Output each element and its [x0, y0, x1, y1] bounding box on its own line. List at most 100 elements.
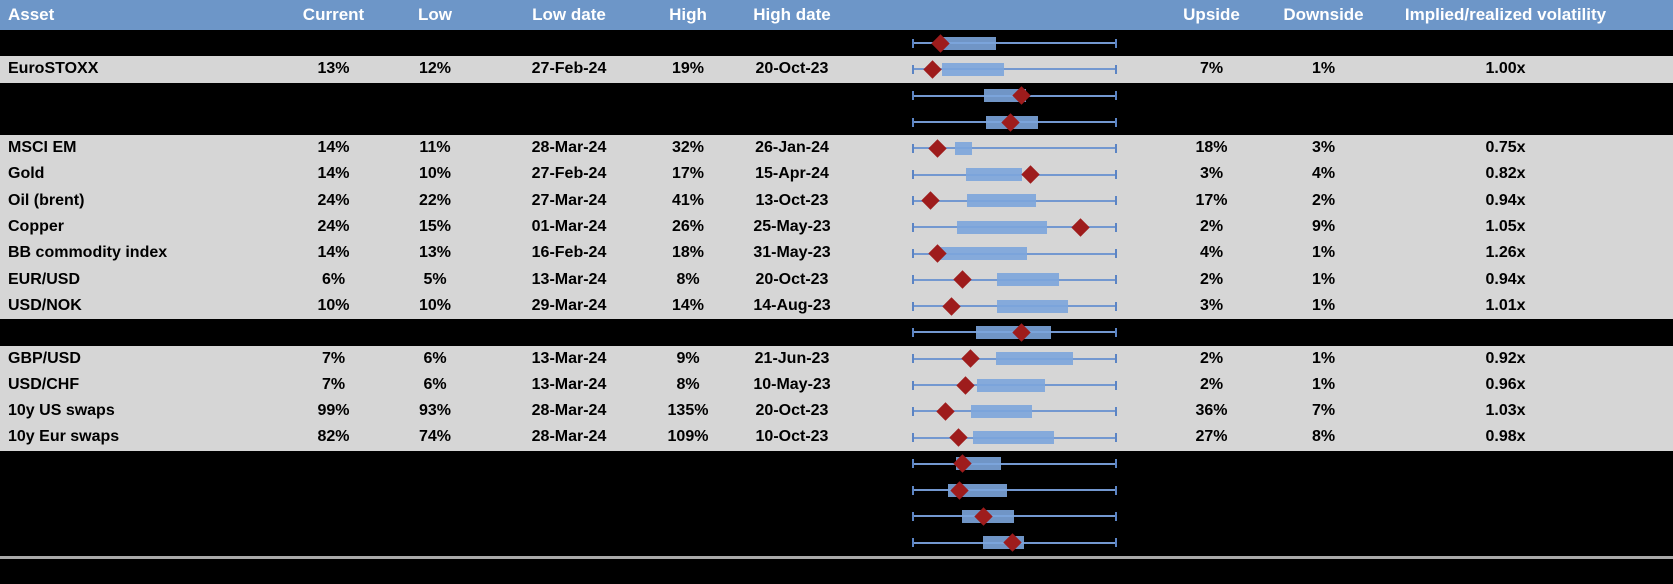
downside-value — [1273, 451, 1388, 477]
high-value: 8% — [676, 375, 700, 393]
high-value: 17% — [671, 165, 705, 183]
low-date-value — [485, 109, 653, 135]
boxplot-current-marker — [961, 349, 980, 368]
header-cell-downside: Downside — [1283, 5, 1364, 24]
implied-realized-value: 1.05x — [1485, 218, 1526, 236]
low-date-value — [485, 477, 653, 503]
downside-value: 1% — [1311, 244, 1336, 262]
range-boxplot — [861, 451, 1125, 477]
range-boxplot — [861, 161, 1125, 187]
range-boxplot — [861, 30, 1125, 56]
asset-name — [0, 503, 282, 529]
spacer-row — [0, 319, 1673, 346]
low-date-value — [485, 503, 653, 529]
low-date-value: 28-Mar-24 — [531, 428, 607, 446]
downside-value: 2% — [1311, 191, 1336, 209]
spacer-row — [0, 108, 1673, 136]
implied-realized-value: 1.00x — [1485, 60, 1526, 78]
table-row: EuroSTOXX 13% 12% 27-Feb-24 19% 20-Oct-2… — [0, 56, 1673, 83]
low-date-value — [485, 451, 653, 477]
current-value — [282, 477, 385, 503]
high-value: 26% — [671, 218, 705, 236]
low-value: 5% — [423, 270, 447, 288]
low-value: 10% — [418, 296, 452, 314]
boxplot-left-cap — [912, 64, 914, 74]
boxplot-left-cap — [912, 433, 914, 443]
high-value — [653, 83, 723, 109]
boxplot-right-cap — [1115, 511, 1117, 521]
downside-value — [1273, 503, 1388, 529]
high-date-value: 14-Aug-23 — [753, 296, 831, 314]
header-cell-boxplot — [861, 0, 1125, 30]
high-date-value: 20-Oct-23 — [755, 402, 829, 420]
table-header: Asset Current Low Low date High High dat… — [0, 0, 1673, 30]
downside-value: 8% — [1311, 428, 1336, 446]
downside-value — [1273, 530, 1388, 556]
upside-value: 27% — [1195, 428, 1228, 446]
upside-value — [1125, 319, 1273, 345]
boxplot-right-cap — [1115, 170, 1117, 180]
header-cell-implied-realized-volatility: Implied/realized volatility — [1404, 5, 1607, 24]
high-date-value: 25-May-23 — [753, 218, 831, 236]
high-date-value — [723, 477, 861, 503]
range-boxplot — [861, 267, 1125, 293]
high-date-value: 13-Oct-23 — [755, 191, 829, 209]
table-row: EUR/USD 6% 5% 13-Mar-24 8% 20-Oct-23 2% … — [0, 266, 1673, 293]
low-value — [385, 30, 485, 56]
low-value: 93% — [418, 402, 452, 420]
downside-value: 3% — [1311, 139, 1336, 157]
implied-realized-value: 0.92x — [1485, 349, 1526, 367]
high-value — [653, 451, 723, 477]
boxplot-left-cap — [912, 196, 914, 206]
low-date-value: 27-Feb-24 — [531, 60, 607, 78]
boxplot-whisker-line — [913, 68, 1116, 71]
range-boxplot — [861, 83, 1125, 109]
boxplot-right-cap — [1115, 538, 1117, 548]
range-boxplot — [861, 56, 1125, 82]
downside-value: 4% — [1311, 165, 1336, 183]
downside-value: 1% — [1311, 270, 1336, 288]
boxplot-right-cap — [1115, 327, 1117, 337]
high-value: 135% — [667, 402, 709, 420]
implied-realized-value: 1.26x — [1485, 244, 1526, 262]
asset-name: Copper — [8, 218, 64, 236]
range-boxplot — [861, 398, 1125, 424]
boxplot-box — [976, 378, 1045, 392]
low-date-value: 28-Mar-24 — [531, 139, 607, 157]
boxplot-left-cap — [912, 301, 914, 311]
low-value — [385, 530, 485, 556]
boxplot-right-cap — [1115, 196, 1117, 206]
low-date-value — [485, 30, 653, 56]
current-value — [282, 30, 385, 56]
low-date-value: 01-Mar-24 — [531, 218, 607, 236]
asset-name — [0, 30, 282, 56]
implied-realized-value: 0.96x — [1485, 375, 1526, 393]
asset-name — [0, 451, 282, 477]
boxplot-right-cap — [1115, 301, 1117, 311]
header-cell-low: Low — [418, 5, 452, 24]
high-value: 18% — [671, 244, 705, 262]
asset-name: Gold — [8, 165, 45, 183]
boxplot-box — [997, 299, 1069, 313]
boxplot-left-cap — [912, 249, 914, 259]
downside-value — [1273, 319, 1388, 345]
boxplot-current-marker — [928, 139, 947, 158]
asset-name: BB commodity index — [8, 244, 168, 262]
spacer-row — [0, 30, 1673, 57]
upside-value — [1125, 83, 1273, 109]
high-value — [653, 503, 723, 529]
range-boxplot — [861, 424, 1125, 450]
implied-realized-value — [1388, 30, 1673, 56]
implied-realized-value: 0.94x — [1485, 270, 1526, 288]
implied-realized-value — [1388, 503, 1673, 529]
table-row: USD/NOK 10% 10% 29-Mar-24 14% 14-Aug-23 … — [0, 292, 1673, 320]
header-cell-high-date: High date — [753, 5, 831, 24]
downside-value — [1273, 83, 1388, 109]
boxplot-left-cap — [912, 275, 914, 285]
current-value: 7% — [321, 375, 346, 393]
spacer-row — [0, 82, 1673, 109]
current-value — [282, 109, 385, 135]
upside-value: 3% — [1199, 296, 1224, 314]
boxplot-box — [967, 194, 1036, 208]
range-boxplot — [861, 530, 1125, 556]
